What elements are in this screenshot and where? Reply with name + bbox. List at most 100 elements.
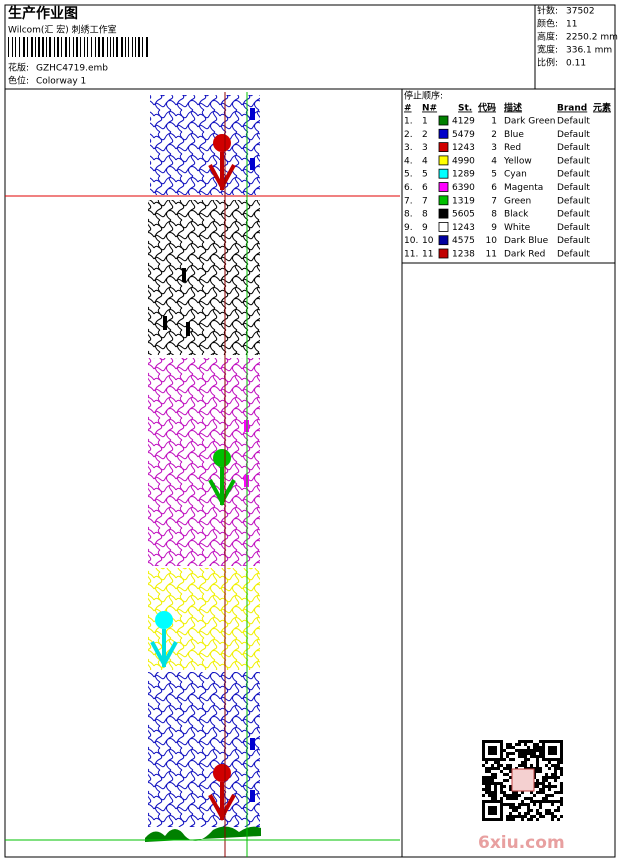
qr-cell (551, 752, 554, 755)
stat-value: 336.1 mm (566, 46, 612, 56)
qr-cell (500, 809, 503, 812)
qr-cell (545, 800, 548, 803)
qr-cell (557, 818, 560, 821)
qr-cell (509, 815, 512, 818)
qr-cell (491, 779, 494, 782)
design: GZHC4719.emb (36, 64, 108, 74)
qr-cell (494, 740, 497, 743)
color-swatch (438, 195, 449, 206)
cell: 6 (491, 183, 497, 193)
qr-cell (488, 767, 491, 770)
cell: Default (557, 117, 590, 127)
qr-cell (500, 800, 503, 803)
qr-cell (560, 773, 563, 776)
barcode (8, 37, 148, 57)
qr-cell (554, 764, 557, 767)
color-swatch (438, 182, 449, 192)
qr-cell (482, 779, 485, 782)
qr-cell (551, 818, 554, 821)
qr-cell (551, 758, 554, 761)
qr-cell (482, 755, 485, 758)
qr-cell (512, 758, 515, 761)
qr-cell (515, 815, 518, 818)
qr-cell (542, 815, 545, 818)
stat-value: 37502 (566, 7, 595, 17)
qr-cell (488, 740, 491, 743)
cell: Default (557, 223, 590, 233)
cell: Default (557, 183, 590, 193)
watermark: 6xiu.com (478, 833, 565, 853)
bar-line (61, 37, 62, 57)
column-header: # (404, 104, 412, 114)
cell: 10 (422, 236, 434, 246)
qr-cell (491, 749, 494, 752)
qr-cell (536, 791, 539, 794)
qr-cell (539, 752, 542, 755)
qr-cell (509, 788, 512, 791)
cell: 1. (404, 117, 413, 127)
qr-cell (536, 755, 539, 758)
qr-cell (527, 749, 530, 752)
qr-cell (491, 806, 494, 809)
qr-cell (488, 818, 491, 821)
buds (250, 108, 255, 802)
qr-cell (557, 767, 560, 770)
qr-cell (503, 794, 506, 797)
stat-label: 高度: (537, 31, 558, 43)
qr-cell (503, 773, 506, 776)
qr-cell (482, 803, 485, 806)
studio: Wilcom(汇 宏) 刺绣工作室 (8, 24, 117, 36)
flower (208, 764, 236, 822)
qr-cell (500, 791, 503, 794)
bar-line (15, 37, 16, 57)
qr-cell (560, 761, 563, 764)
qr-cell (488, 782, 491, 785)
qr-cell (548, 800, 551, 803)
qr-cell (512, 815, 515, 818)
qr-cell (560, 815, 563, 818)
qr-cell (521, 749, 524, 752)
qr-cell (485, 788, 488, 791)
qr-cell (503, 785, 506, 788)
qr-cell (506, 797, 509, 800)
qr-cell (545, 794, 548, 797)
qr-cell (545, 773, 548, 776)
qr-cell (554, 773, 557, 776)
qr-cell (539, 749, 542, 752)
qr-cell (557, 791, 560, 794)
qr-cell (551, 812, 554, 815)
cell: 1 (422, 117, 428, 127)
qr-cell (488, 779, 491, 782)
cell: 6. (404, 183, 413, 193)
cell: 4 (422, 156, 428, 166)
qr-cell (482, 740, 485, 743)
stat-label: 针数: (537, 5, 558, 17)
qr-cell (506, 752, 509, 755)
qr-cell (515, 749, 518, 752)
cell: White (504, 223, 531, 233)
stop-title: 停止顺序: (404, 90, 443, 102)
qr-cell (500, 749, 503, 752)
bar-line (146, 37, 148, 57)
qr-cell (548, 809, 551, 812)
fill-black (148, 200, 260, 355)
qr-cell (557, 806, 560, 809)
qr-cell (548, 812, 551, 815)
qr-cell (521, 803, 524, 806)
qr-cell (557, 776, 560, 779)
qr-cell (539, 746, 542, 749)
qr-cell (500, 764, 503, 767)
qr-cell (494, 794, 497, 797)
qr-cell (551, 746, 554, 749)
qr-cell (539, 812, 542, 815)
qr-cell (482, 746, 485, 749)
qr-cell (536, 764, 539, 767)
cell: Default (557, 210, 590, 220)
qr-cell (485, 818, 488, 821)
qr-cell (527, 752, 530, 755)
qr-cell (509, 743, 512, 746)
bar-line (35, 37, 36, 57)
qr-cell (548, 785, 551, 788)
qr-cell (536, 761, 539, 764)
bar-line (128, 37, 129, 57)
